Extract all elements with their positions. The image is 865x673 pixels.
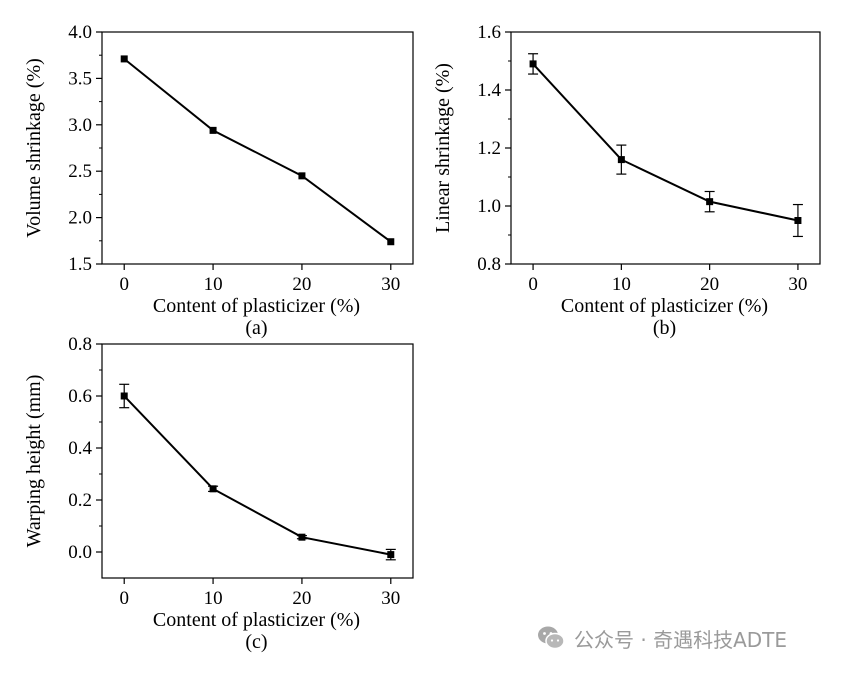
panel-a-x-axis-label: Content of plasticizer (%) bbox=[153, 295, 360, 317]
panel-c-y-axis-label: Warping height (mm) bbox=[23, 375, 45, 548]
panel-a-series-line bbox=[123, 58, 392, 243]
panel-a-y-tick-label: 2.0 bbox=[68, 208, 92, 229]
watermark: 公众号 · 奇遇科技ADTE bbox=[536, 623, 787, 653]
panel-b-data-point bbox=[617, 156, 625, 164]
panel-a-label: (a) bbox=[245, 317, 267, 339]
panel-b-y-tick-label: 1.6 bbox=[477, 22, 501, 43]
panel-c-data-point bbox=[387, 551, 395, 559]
wechat-icon bbox=[538, 626, 565, 650]
panel-b-data-point bbox=[706, 198, 714, 206]
panel-a-data-point bbox=[298, 172, 306, 180]
panel-c-y-tick-label: 0.2 bbox=[68, 490, 92, 511]
panel-b-data-point bbox=[794, 217, 802, 224]
panel-b-series-line bbox=[532, 63, 799, 222]
panel-a-plot-frame bbox=[101, 31, 414, 265]
panel-c-y-tick-label: 0.4 bbox=[68, 438, 92, 459]
panel-b-y-axis-label: Linear shrinkage (%) bbox=[432, 63, 454, 233]
panel-b-data-point bbox=[529, 60, 537, 68]
panel-c-series-line bbox=[123, 395, 391, 556]
panel-b-x-tick-label: 20 bbox=[700, 274, 719, 295]
panel-b-x-axis-label: Content of plasticizer (%) bbox=[561, 295, 768, 317]
panel-a-y-axis-label: Volume shrinkage (%) bbox=[23, 58, 45, 238]
panel-c: 0 10 20 30 0.0 0.2 0.4 0.6 0.8 Content of plastic… bbox=[23, 334, 414, 653]
panel-a-data-point bbox=[387, 238, 395, 246]
panel-a-y-tick-label: 2.5 bbox=[68, 161, 92, 182]
panel-b-label: (b) bbox=[653, 317, 676, 339]
panel-c-data-point bbox=[120, 392, 128, 400]
panel-a-data-point bbox=[120, 55, 128, 63]
panel-a-x-tick-label: 10 bbox=[204, 274, 223, 295]
panel-b-x-tick-label: 0 bbox=[528, 274, 538, 295]
panel-c-y-tick-label: 0.6 bbox=[68, 386, 92, 407]
panel-c-data-point bbox=[209, 485, 217, 493]
panel-b-y-tick-label: 1.2 bbox=[477, 138, 501, 159]
panel-c-x-tick-label: 10 bbox=[204, 588, 223, 609]
panel-b-y-tick-label: 1.4 bbox=[477, 80, 501, 101]
panel-a-y-tick-label: 3.5 bbox=[68, 68, 92, 89]
panel-a: 0 10 20 30 1.5 2.0 2.5 3.0 3.5 4.0 Content of plas… bbox=[23, 22, 414, 339]
panel-a-x-tick-label: 30 bbox=[381, 274, 400, 295]
panel-c-y-tick-label: 0.8 bbox=[68, 334, 92, 355]
panel-c-x-axis-label: Content of plasticizer (%) bbox=[153, 609, 360, 631]
panel-c-label: (c) bbox=[245, 631, 267, 653]
panel-c-data-point bbox=[298, 533, 306, 541]
panel-a-data-point bbox=[209, 126, 217, 134]
panel-b-y-tick-label: 0.8 bbox=[477, 254, 501, 275]
panel-a-y-tick-label: 3.0 bbox=[68, 115, 92, 136]
panel-a-x-tick-label: 20 bbox=[292, 274, 311, 295]
panel-b-plot-frame bbox=[510, 31, 821, 265]
panel-b-x-tick-label: 10 bbox=[612, 274, 631, 295]
panel-b-y-tick-label: 1.0 bbox=[477, 196, 501, 217]
panel-a-y-tick-label: 4.0 bbox=[68, 22, 92, 43]
panel-c-x-tick-label: 20 bbox=[292, 588, 311, 609]
panel-c-plot-frame bbox=[101, 343, 414, 579]
panel-b-x-tick-label: 30 bbox=[788, 274, 807, 295]
panel-c-y-tick-label: 0.0 bbox=[68, 542, 92, 563]
panel-a-y-tick-label: 1.5 bbox=[68, 254, 92, 275]
watermark-text: 公众号 · 奇遇科技ADTE bbox=[574, 627, 788, 652]
panel-b: 0 10 20 30 0.8 1.0 1.2 1.4 1.6 Content of plastic… bbox=[432, 22, 821, 339]
panel-a-x-tick-label: 0 bbox=[119, 274, 129, 295]
panel-c-x-tick-label: 0 bbox=[119, 588, 129, 609]
panel-c-x-tick-label: 30 bbox=[381, 588, 400, 609]
